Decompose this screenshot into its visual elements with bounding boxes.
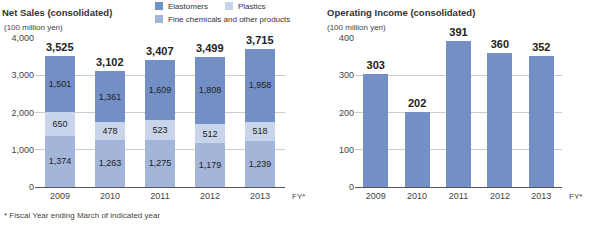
svg-text:300: 300 (339, 70, 354, 80)
svg-text:1,361: 1,361 (99, 92, 122, 102)
svg-text:100: 100 (339, 145, 354, 155)
svg-text:3,102: 3,102 (96, 56, 124, 68)
svg-text:1,808: 1,808 (199, 85, 222, 95)
svg-text:3,407: 3,407 (146, 45, 174, 57)
svg-text:2012: 2012 (490, 191, 510, 201)
svg-text:Elastomers: Elastomers (168, 2, 208, 11)
svg-text:FY*: FY* (569, 192, 582, 201)
svg-text:2013: 2013 (531, 191, 551, 201)
svg-text:1,501: 1,501 (49, 79, 72, 89)
svg-text:1,958: 1,958 (249, 80, 272, 90)
svg-text:1,263: 1,263 (99, 158, 122, 168)
svg-text:Fine chemicals and other produ: Fine chemicals and other products (168, 15, 290, 24)
svg-text:FY*: FY* (292, 192, 305, 201)
svg-text:352: 352 (532, 41, 550, 53)
svg-text:1,374: 1,374 (49, 156, 72, 166)
svg-text:* Fiscal Year ending March of: * Fiscal Year ending March of indicated … (4, 211, 160, 220)
svg-text:200: 200 (339, 108, 354, 118)
svg-text:2010: 2010 (407, 191, 427, 201)
svg-text:2010: 2010 (100, 191, 120, 201)
svg-text:400: 400 (339, 33, 354, 43)
svg-text:1,179: 1,179 (199, 160, 222, 170)
svg-text:2,000: 2,000 (11, 108, 34, 118)
svg-text:391: 391 (449, 26, 467, 38)
svg-text:512: 512 (202, 129, 217, 139)
svg-text:1,609: 1,609 (149, 85, 172, 95)
svg-text:518: 518 (252, 126, 267, 136)
svg-text:2011: 2011 (449, 191, 468, 201)
svg-text:2012: 2012 (200, 191, 220, 201)
svg-text:3,715: 3,715 (246, 34, 274, 46)
svg-text:202: 202 (408, 97, 426, 109)
svg-text:(100 million yen): (100 million yen) (4, 23, 63, 32)
svg-text:2011: 2011 (150, 191, 169, 201)
svg-text:1,239: 1,239 (249, 159, 272, 169)
svg-text:3,000: 3,000 (11, 70, 34, 80)
svg-text:Operating Income (consolidated: Operating Income (consolidated) (327, 7, 475, 18)
svg-text:(100 million yen): (100 million yen) (327, 23, 386, 32)
svg-text:478: 478 (102, 126, 117, 136)
svg-text:Net Sales (consolidated): Net Sales (consolidated) (2, 7, 112, 18)
svg-text:4,000: 4,000 (11, 33, 34, 43)
svg-text:0: 0 (349, 182, 354, 192)
svg-text:Plastics: Plastics (238, 2, 266, 11)
svg-text:1,000: 1,000 (11, 145, 34, 155)
svg-text:650: 650 (52, 119, 67, 129)
svg-text:2013: 2013 (250, 191, 270, 201)
svg-text:1,275: 1,275 (149, 158, 172, 168)
svg-text:3,525: 3,525 (46, 41, 74, 53)
svg-text:2009: 2009 (50, 191, 70, 201)
svg-text:0: 0 (29, 182, 34, 192)
svg-text:360: 360 (491, 38, 509, 50)
svg-text:303: 303 (367, 59, 385, 71)
svg-text:523: 523 (152, 125, 167, 135)
svg-text:2009: 2009 (366, 191, 386, 201)
svg-text:3,499: 3,499 (196, 42, 224, 54)
